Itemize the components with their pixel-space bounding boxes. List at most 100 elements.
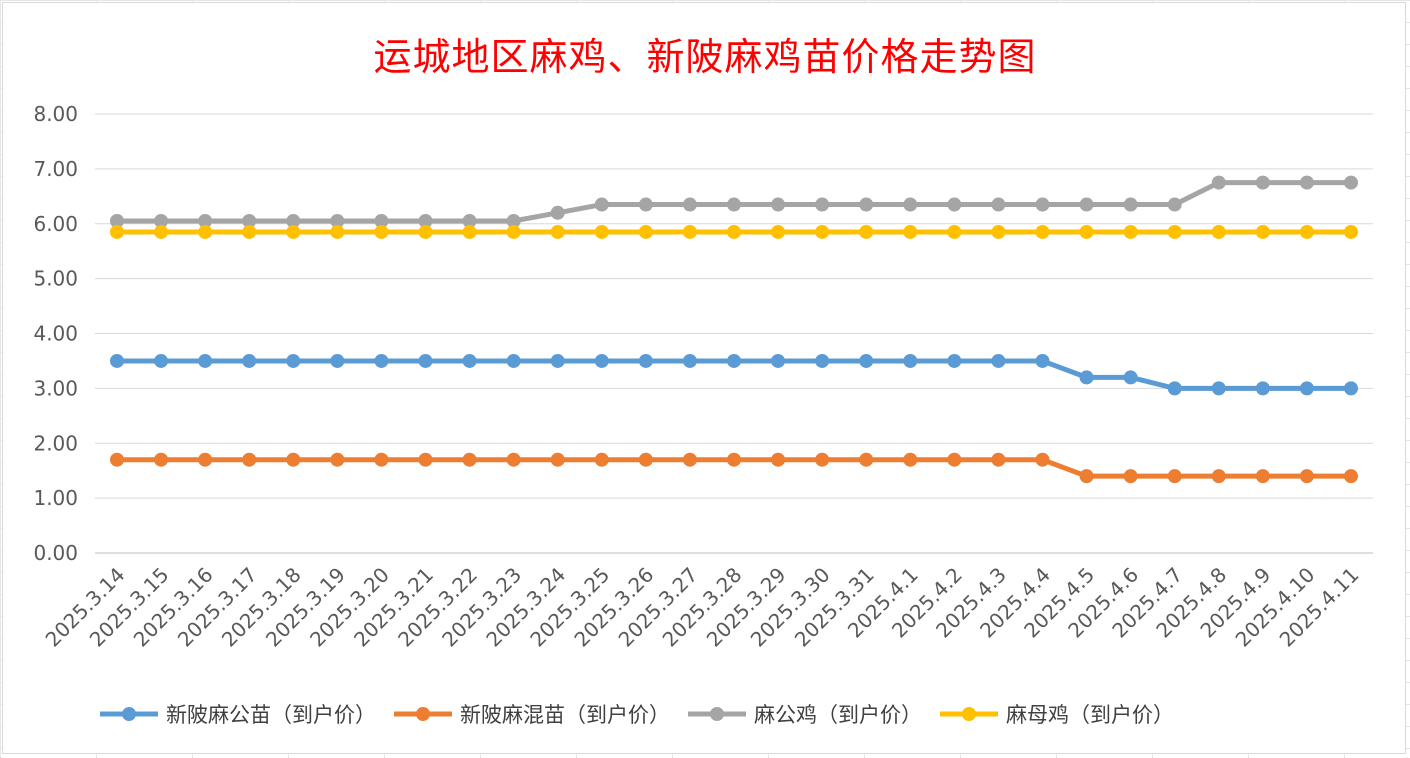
data-point bbox=[110, 224, 124, 239]
y-tick-label: 1.00 bbox=[33, 486, 78, 510]
legend-swatch bbox=[940, 707, 998, 721]
y-tick-label: 4.00 bbox=[33, 322, 78, 346]
data-point bbox=[198, 452, 213, 467]
data-point bbox=[815, 452, 830, 467]
data-point bbox=[771, 353, 786, 368]
data-point bbox=[374, 452, 389, 467]
data-point bbox=[242, 214, 257, 229]
data-point bbox=[1255, 224, 1270, 239]
legend-item: 新陂麻混苗（到户价） bbox=[392, 699, 670, 729]
y-tick-label: 8.00 bbox=[33, 102, 78, 126]
data-point bbox=[859, 224, 874, 239]
data-point bbox=[947, 224, 962, 239]
legend-swatch bbox=[688, 707, 746, 721]
legend-label: 新陂麻混苗（到户价） bbox=[460, 703, 670, 727]
data-point bbox=[1123, 469, 1138, 484]
data-point bbox=[286, 353, 301, 368]
data-point bbox=[418, 353, 433, 368]
data-point bbox=[154, 214, 169, 229]
data-point bbox=[1344, 224, 1358, 239]
data-point bbox=[1079, 224, 1094, 239]
data-point bbox=[1079, 469, 1094, 484]
data-point bbox=[771, 224, 786, 239]
data-point bbox=[110, 452, 124, 467]
data-point bbox=[1035, 452, 1050, 467]
data-point bbox=[1344, 175, 1358, 190]
data-point bbox=[550, 452, 565, 467]
legend-label: 麻母鸡（到户价） bbox=[1006, 703, 1174, 727]
data-point bbox=[1123, 370, 1138, 385]
data-point bbox=[682, 353, 697, 368]
data-point bbox=[1211, 469, 1226, 484]
legend-swatch bbox=[100, 707, 158, 721]
data-point bbox=[1255, 175, 1270, 190]
data-point bbox=[286, 224, 301, 239]
series-group bbox=[110, 224, 1358, 239]
data-point bbox=[991, 353, 1006, 368]
data-point bbox=[154, 353, 169, 368]
data-point bbox=[815, 197, 830, 212]
data-point bbox=[154, 452, 169, 467]
data-point bbox=[727, 353, 741, 368]
data-point bbox=[110, 214, 124, 229]
data-point bbox=[550, 224, 565, 239]
data-point bbox=[462, 224, 477, 239]
data-point bbox=[154, 224, 169, 239]
data-point bbox=[1211, 224, 1226, 239]
data-point bbox=[682, 452, 697, 467]
data-point bbox=[330, 452, 345, 467]
data-point bbox=[110, 353, 124, 368]
data-point bbox=[1167, 197, 1182, 212]
y-tick-label: 6.00 bbox=[33, 212, 78, 236]
data-point bbox=[638, 353, 653, 368]
series-group bbox=[110, 353, 1358, 396]
legend-label: 麻公鸡（到户价） bbox=[754, 703, 922, 727]
data-point bbox=[859, 197, 874, 212]
data-point bbox=[594, 197, 609, 212]
data-point bbox=[242, 452, 257, 467]
data-point bbox=[198, 214, 213, 229]
data-point bbox=[286, 214, 301, 229]
data-point bbox=[727, 452, 741, 467]
data-point bbox=[859, 353, 874, 368]
data-point bbox=[947, 353, 962, 368]
data-point bbox=[1079, 197, 1094, 212]
data-point bbox=[1035, 353, 1050, 368]
data-point bbox=[198, 353, 213, 368]
data-point bbox=[462, 452, 477, 467]
y-tick-label: 0.00 bbox=[33, 541, 78, 565]
data-point bbox=[859, 452, 874, 467]
data-point bbox=[418, 452, 433, 467]
data-point bbox=[771, 452, 786, 467]
data-point bbox=[418, 224, 433, 239]
data-point bbox=[1299, 175, 1314, 190]
data-point bbox=[1167, 224, 1182, 239]
y-tick-label: 5.00 bbox=[33, 267, 78, 291]
data-point bbox=[1035, 224, 1050, 239]
data-point bbox=[1035, 197, 1050, 212]
data-point bbox=[1211, 381, 1226, 396]
data-point bbox=[638, 224, 653, 239]
data-point bbox=[1344, 469, 1358, 484]
data-point bbox=[727, 197, 741, 212]
data-point bbox=[991, 224, 1006, 239]
data-point bbox=[638, 452, 653, 467]
chart-title: 运城地区麻鸡、新陂麻鸡苗价格走势图 bbox=[373, 35, 1037, 79]
data-point bbox=[550, 205, 565, 220]
data-point bbox=[242, 353, 257, 368]
data-point bbox=[462, 214, 477, 229]
y-axis-ticks: 0.00 1.00 2.00 3.00 4.00 5.00 6.00 7.00 8.00 bbox=[33, 102, 78, 565]
data-point bbox=[947, 197, 962, 212]
data-point bbox=[1255, 469, 1270, 484]
series-group bbox=[110, 452, 1358, 484]
data-point bbox=[594, 452, 609, 467]
data-point bbox=[1123, 224, 1138, 239]
data-point bbox=[638, 197, 653, 212]
data-point bbox=[330, 353, 345, 368]
data-point bbox=[594, 224, 609, 239]
data-point bbox=[330, 224, 345, 239]
data-point bbox=[242, 224, 257, 239]
data-point bbox=[771, 197, 786, 212]
